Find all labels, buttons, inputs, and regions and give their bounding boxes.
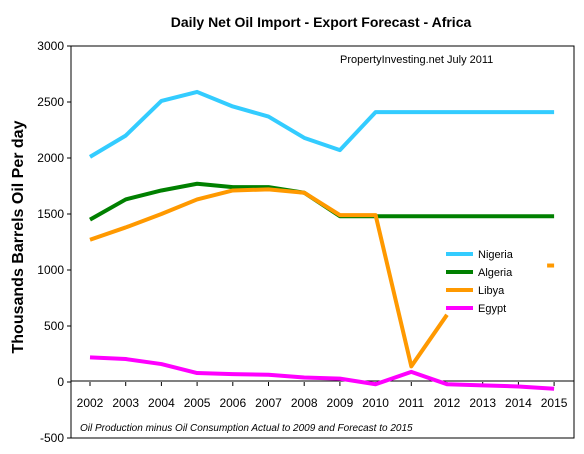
y-tick-label: 2000 xyxy=(37,151,64,165)
x-tick-label: 2008 xyxy=(291,396,318,410)
x-tick-label: 2014 xyxy=(505,396,532,410)
series-line-egypt xyxy=(89,355,555,391)
x-tick-label: 2004 xyxy=(148,396,175,410)
y-tick-label: 0 xyxy=(57,375,64,389)
y-tick-label: 3000 xyxy=(37,39,64,53)
legend-label-nigeria: Nigeria xyxy=(478,249,514,261)
y-ticks: 3000 2500 2000 1500 1000 500 0 -500 xyxy=(37,39,71,445)
x-tick-label: 2007 xyxy=(255,396,282,410)
y-tick-label: 1500 xyxy=(37,207,64,221)
y-tick-label: 2500 xyxy=(37,95,64,109)
x-ticks: 2002 2003 2004 2005 2006 2007 2008 2009 2010 2011… xyxy=(77,382,568,410)
x-tick-label: 2013 xyxy=(469,396,496,410)
legend-label-algeria: Algeria xyxy=(478,267,513,279)
legend: Nigeria Algeria Libya Egypt xyxy=(446,249,514,315)
x-tick-label: 2015 xyxy=(541,396,568,410)
x-tick-label: 2010 xyxy=(362,396,389,410)
series-layer xyxy=(88,89,555,391)
chart-footnote: Oil Production minus Oil Consumption Act… xyxy=(80,423,413,434)
legend-label-egypt: Egypt xyxy=(478,303,506,315)
x-tick-label: 2005 xyxy=(184,396,211,410)
y-axis-label: Thousands Barrels Oil Per day xyxy=(10,120,27,353)
legend-label-libya: Libya xyxy=(478,285,505,297)
series-line-nigeria xyxy=(88,89,555,159)
y-tick-label: -500 xyxy=(40,431,64,445)
x-tick-label: 2003 xyxy=(112,396,139,410)
y-tick-label: 1000 xyxy=(37,263,64,277)
x-tick-label: 2012 xyxy=(434,396,461,410)
y-tick-label: 500 xyxy=(44,319,64,333)
x-tick-label: 2002 xyxy=(77,396,104,410)
chart-subtitle: PropertyInvesting.net July 2011 xyxy=(340,54,493,66)
series-line-libya xyxy=(89,187,449,369)
x-tick-label: 2006 xyxy=(219,396,246,410)
x-tick-label: 2009 xyxy=(327,396,354,410)
x-tick-label: 2011 xyxy=(398,396,424,410)
chart-title: Daily Net Oil Import - Export Forecast -… xyxy=(171,14,472,30)
